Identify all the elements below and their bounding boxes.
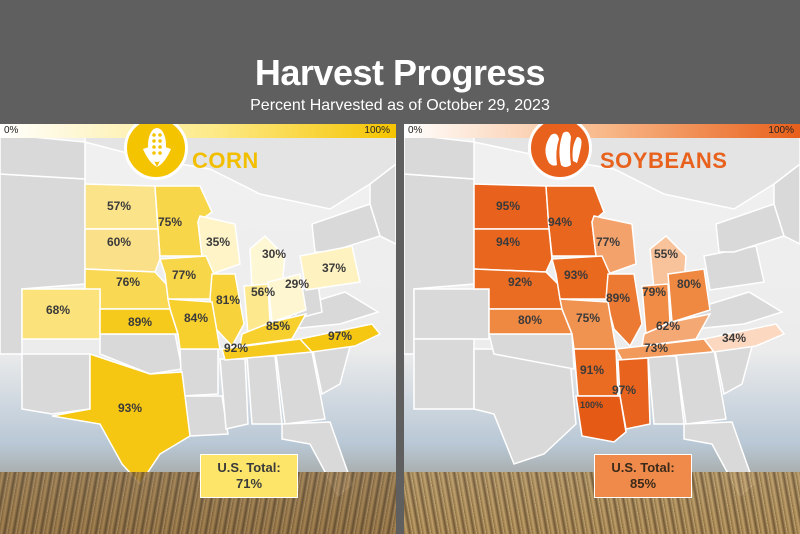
map-background-colorado <box>413 288 490 340</box>
label-pennsylvania: 37% <box>322 261 346 275</box>
label-mississippi: 97% <box>612 383 636 397</box>
state-north-carolina <box>702 323 786 353</box>
label-kansas: 80% <box>518 313 542 327</box>
map-background-newmexico <box>413 338 475 410</box>
header: Harvest Progress Percent Harvested as of… <box>0 0 800 124</box>
label-tennessee: 73% <box>644 341 668 355</box>
label-illinois: 81% <box>216 293 240 307</box>
label-north-carolina: 34% <box>722 331 746 345</box>
label-nebraska: 76% <box>116 275 140 289</box>
label-arkansas: 91% <box>580 363 604 377</box>
label-nebraska: 92% <box>508 275 532 289</box>
corn-title: CORN <box>192 148 259 173</box>
corn-badge <box>118 124 194 186</box>
map-background-montana <box>404 133 475 180</box>
map-background-montana <box>0 133 86 180</box>
label-south-dakota: 60% <box>107 235 131 249</box>
label-missouri: 84% <box>184 311 208 325</box>
label-illinois: 89% <box>606 291 630 305</box>
label-north-dakota: 95% <box>496 199 520 213</box>
map-background-arkansas <box>179 348 219 397</box>
corn-total-label: U.S. Total: <box>217 460 281 475</box>
corn-panel: 57% 75% 60% 35% 30% 76% 77% 81% 56% 29% … <box>0 124 396 534</box>
state-ohio <box>267 273 307 324</box>
label-ohio: 80% <box>677 277 701 291</box>
scale-max-label: 100% <box>364 125 390 136</box>
label-north-dakota: 57% <box>107 199 131 213</box>
scale-max-label: 100% <box>768 125 794 136</box>
state-pennsylvania <box>299 245 361 291</box>
label-wisconsin: 77% <box>596 235 620 249</box>
panel-divider <box>396 124 404 534</box>
state-kentucky <box>239 312 308 347</box>
label-tennessee: 92% <box>224 341 248 355</box>
state-north-carolina <box>298 323 382 353</box>
state-south-dakota <box>84 228 161 273</box>
corn-map: 57% 75% 60% 35% 30% 76% 77% 81% 56% 29% … <box>0 124 396 498</box>
label-michigan: 30% <box>262 247 286 261</box>
page-subtitle: Percent Harvested as of October 29, 2023 <box>250 97 550 114</box>
corn-color-scale: 0% 100% <box>0 124 396 138</box>
label-kansas: 89% <box>128 315 152 329</box>
label-iowa: 93% <box>564 268 588 282</box>
soybean-color-scale: 0% 100% <box>404 124 800 138</box>
soybean-us-total: U.S. Total: 85% <box>594 454 692 498</box>
scale-min-label: 0% <box>4 125 19 136</box>
soybean-map: 95% 94% 94% 77% 55% 92% 93% 89% 79% 80% … <box>404 124 800 498</box>
soybean-total-value: 85% <box>629 476 657 491</box>
label-indiana: 56% <box>251 285 275 299</box>
corn-total-value: 71% <box>235 476 263 491</box>
state-illinois <box>605 273 643 348</box>
scale-min-label: 0% <box>408 125 423 136</box>
soybean-badge <box>522 124 598 186</box>
label-kentucky: 85% <box>266 319 290 333</box>
soybean-panel: 95% 94% 94% 77% 55% 92% 93% 89% 79% 80% … <box>404 124 800 534</box>
state-south-dakota <box>473 228 553 273</box>
label-michigan: 55% <box>654 247 678 261</box>
state-mississippi <box>617 357 651 430</box>
state-colorado <box>21 288 101 340</box>
map-background-newyork <box>715 203 785 253</box>
state-ohio <box>667 268 711 323</box>
map-background-alabama <box>246 355 283 425</box>
label-colorado: 68% <box>46 303 70 317</box>
state-indiana <box>641 283 671 336</box>
state-louisiana <box>575 395 627 443</box>
label-texas: 93% <box>118 401 142 415</box>
label-indiana: 79% <box>642 285 666 299</box>
label-minnesota: 75% <box>158 215 182 229</box>
map-background-newmexico <box>21 353 91 415</box>
label-south-dakota: 94% <box>496 235 520 249</box>
map-background-newyork <box>311 203 381 253</box>
corn-field-photo <box>0 472 396 534</box>
label-iowa: 77% <box>172 268 196 282</box>
state-michigan <box>249 234 286 290</box>
state-illinois <box>209 273 245 348</box>
label-north-carolina: 97% <box>328 329 352 343</box>
corn-us-total: U.S. Total: 71% <box>200 454 298 498</box>
corn-icon <box>124 124 188 180</box>
soybean-total-label: U.S. Total: <box>611 460 675 475</box>
state-missouri <box>167 298 221 350</box>
soybean-icon <box>528 124 592 180</box>
page-title: Harvest Progress <box>254 52 546 93</box>
label-wisconsin: 35% <box>206 235 230 249</box>
label-ohio: 29% <box>285 277 309 291</box>
label-kentucky: 62% <box>656 319 680 333</box>
soybean-title: SOYBEANS <box>600 148 728 173</box>
label-missouri: 75% <box>576 311 600 325</box>
label-minnesota: 94% <box>548 215 572 229</box>
label-louisiana: 100% <box>580 400 603 410</box>
state-kentucky <box>641 312 712 347</box>
